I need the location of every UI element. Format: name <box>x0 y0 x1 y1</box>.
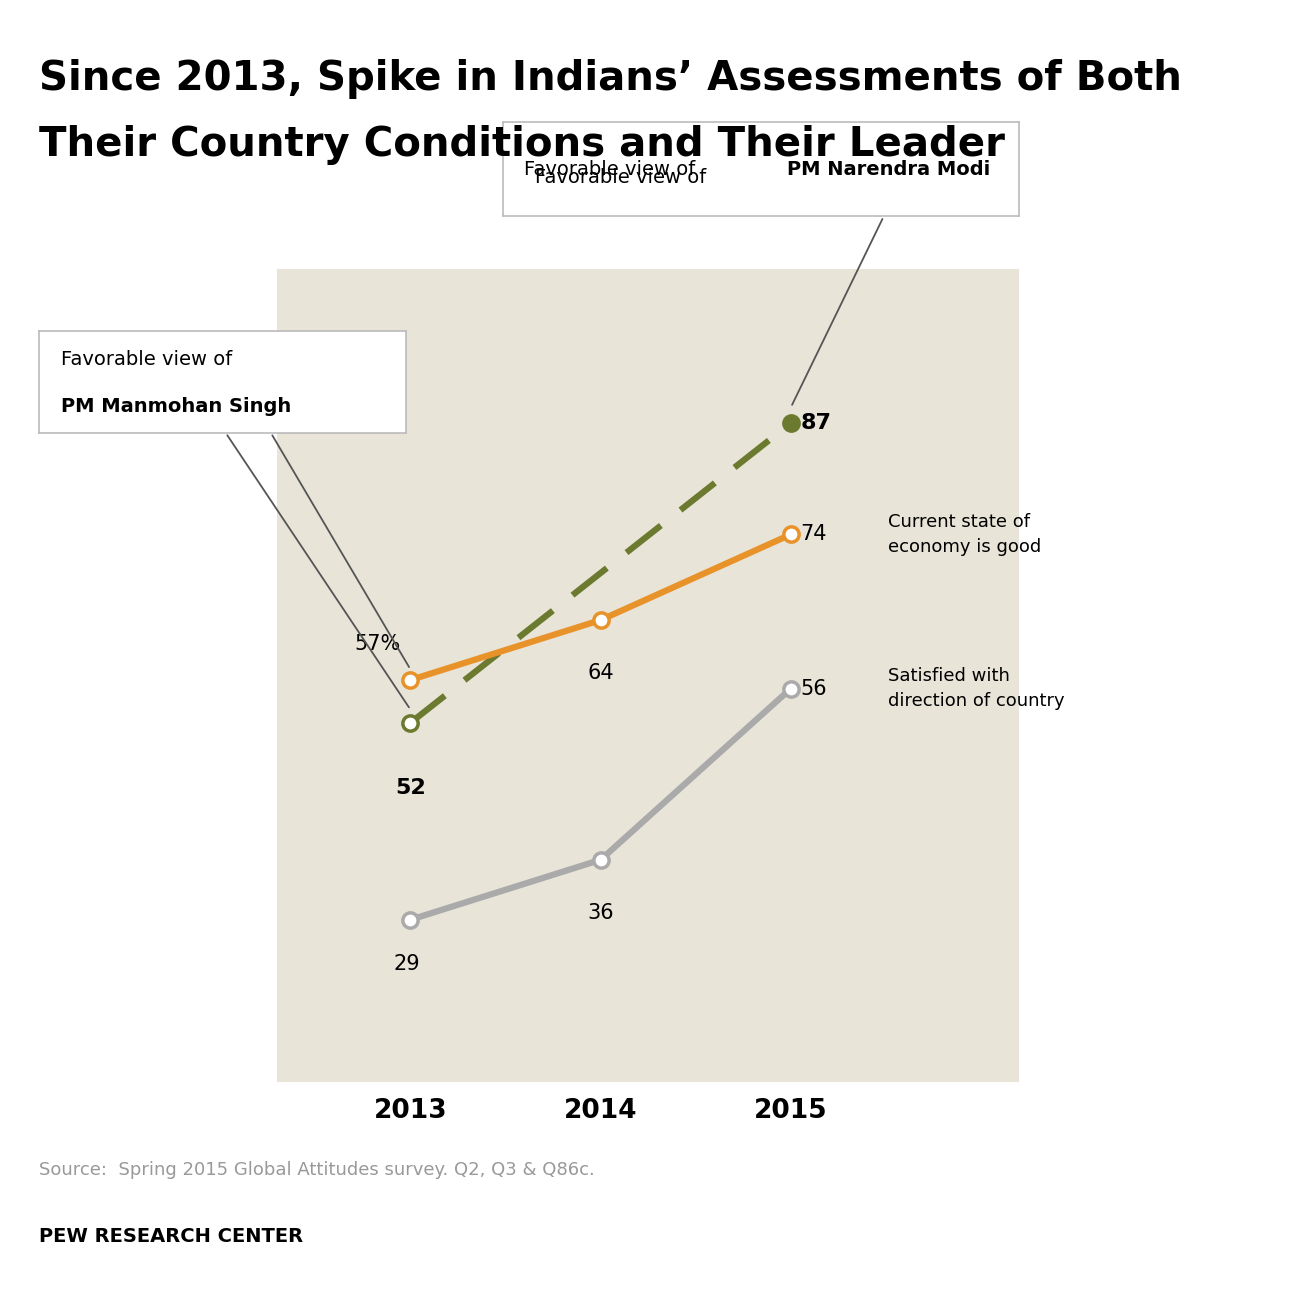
Text: Their Country Conditions and Their Leader: Their Country Conditions and Their Leade… <box>39 125 1005 164</box>
Text: 74: 74 <box>800 525 827 544</box>
Text: 87: 87 <box>800 413 831 433</box>
Text: 56: 56 <box>800 678 827 698</box>
Text: 29: 29 <box>393 954 421 974</box>
Text: Satisfied with
direction of country: Satisfied with direction of country <box>888 666 1064 710</box>
Text: 64: 64 <box>587 663 614 682</box>
Text: Since 2013, Spike in Indians’ Assessments of Both: Since 2013, Spike in Indians’ Assessment… <box>39 59 1182 98</box>
Text: Favorable view of: Favorable view of <box>524 160 702 178</box>
Text: Favorable view of: Favorable view of <box>61 350 232 369</box>
Text: Source:  Spring 2015 Global Attitudes survey. Q2, Q3 & Q86c.: Source: Spring 2015 Global Attitudes sur… <box>39 1161 595 1179</box>
Text: Favorable view of: Favorable view of <box>535 168 713 186</box>
Text: PM Manmohan Singh: PM Manmohan Singh <box>61 396 292 416</box>
Text: PEW RESEARCH CENTER: PEW RESEARCH CENTER <box>39 1227 303 1245</box>
Text: Current state of
economy is good: Current state of economy is good <box>888 513 1041 556</box>
Text: 36: 36 <box>587 903 614 922</box>
Text: PM Narendra Modi: PM Narendra Modi <box>787 160 991 178</box>
Text: 52: 52 <box>395 778 426 799</box>
Text: 57%: 57% <box>355 634 401 655</box>
